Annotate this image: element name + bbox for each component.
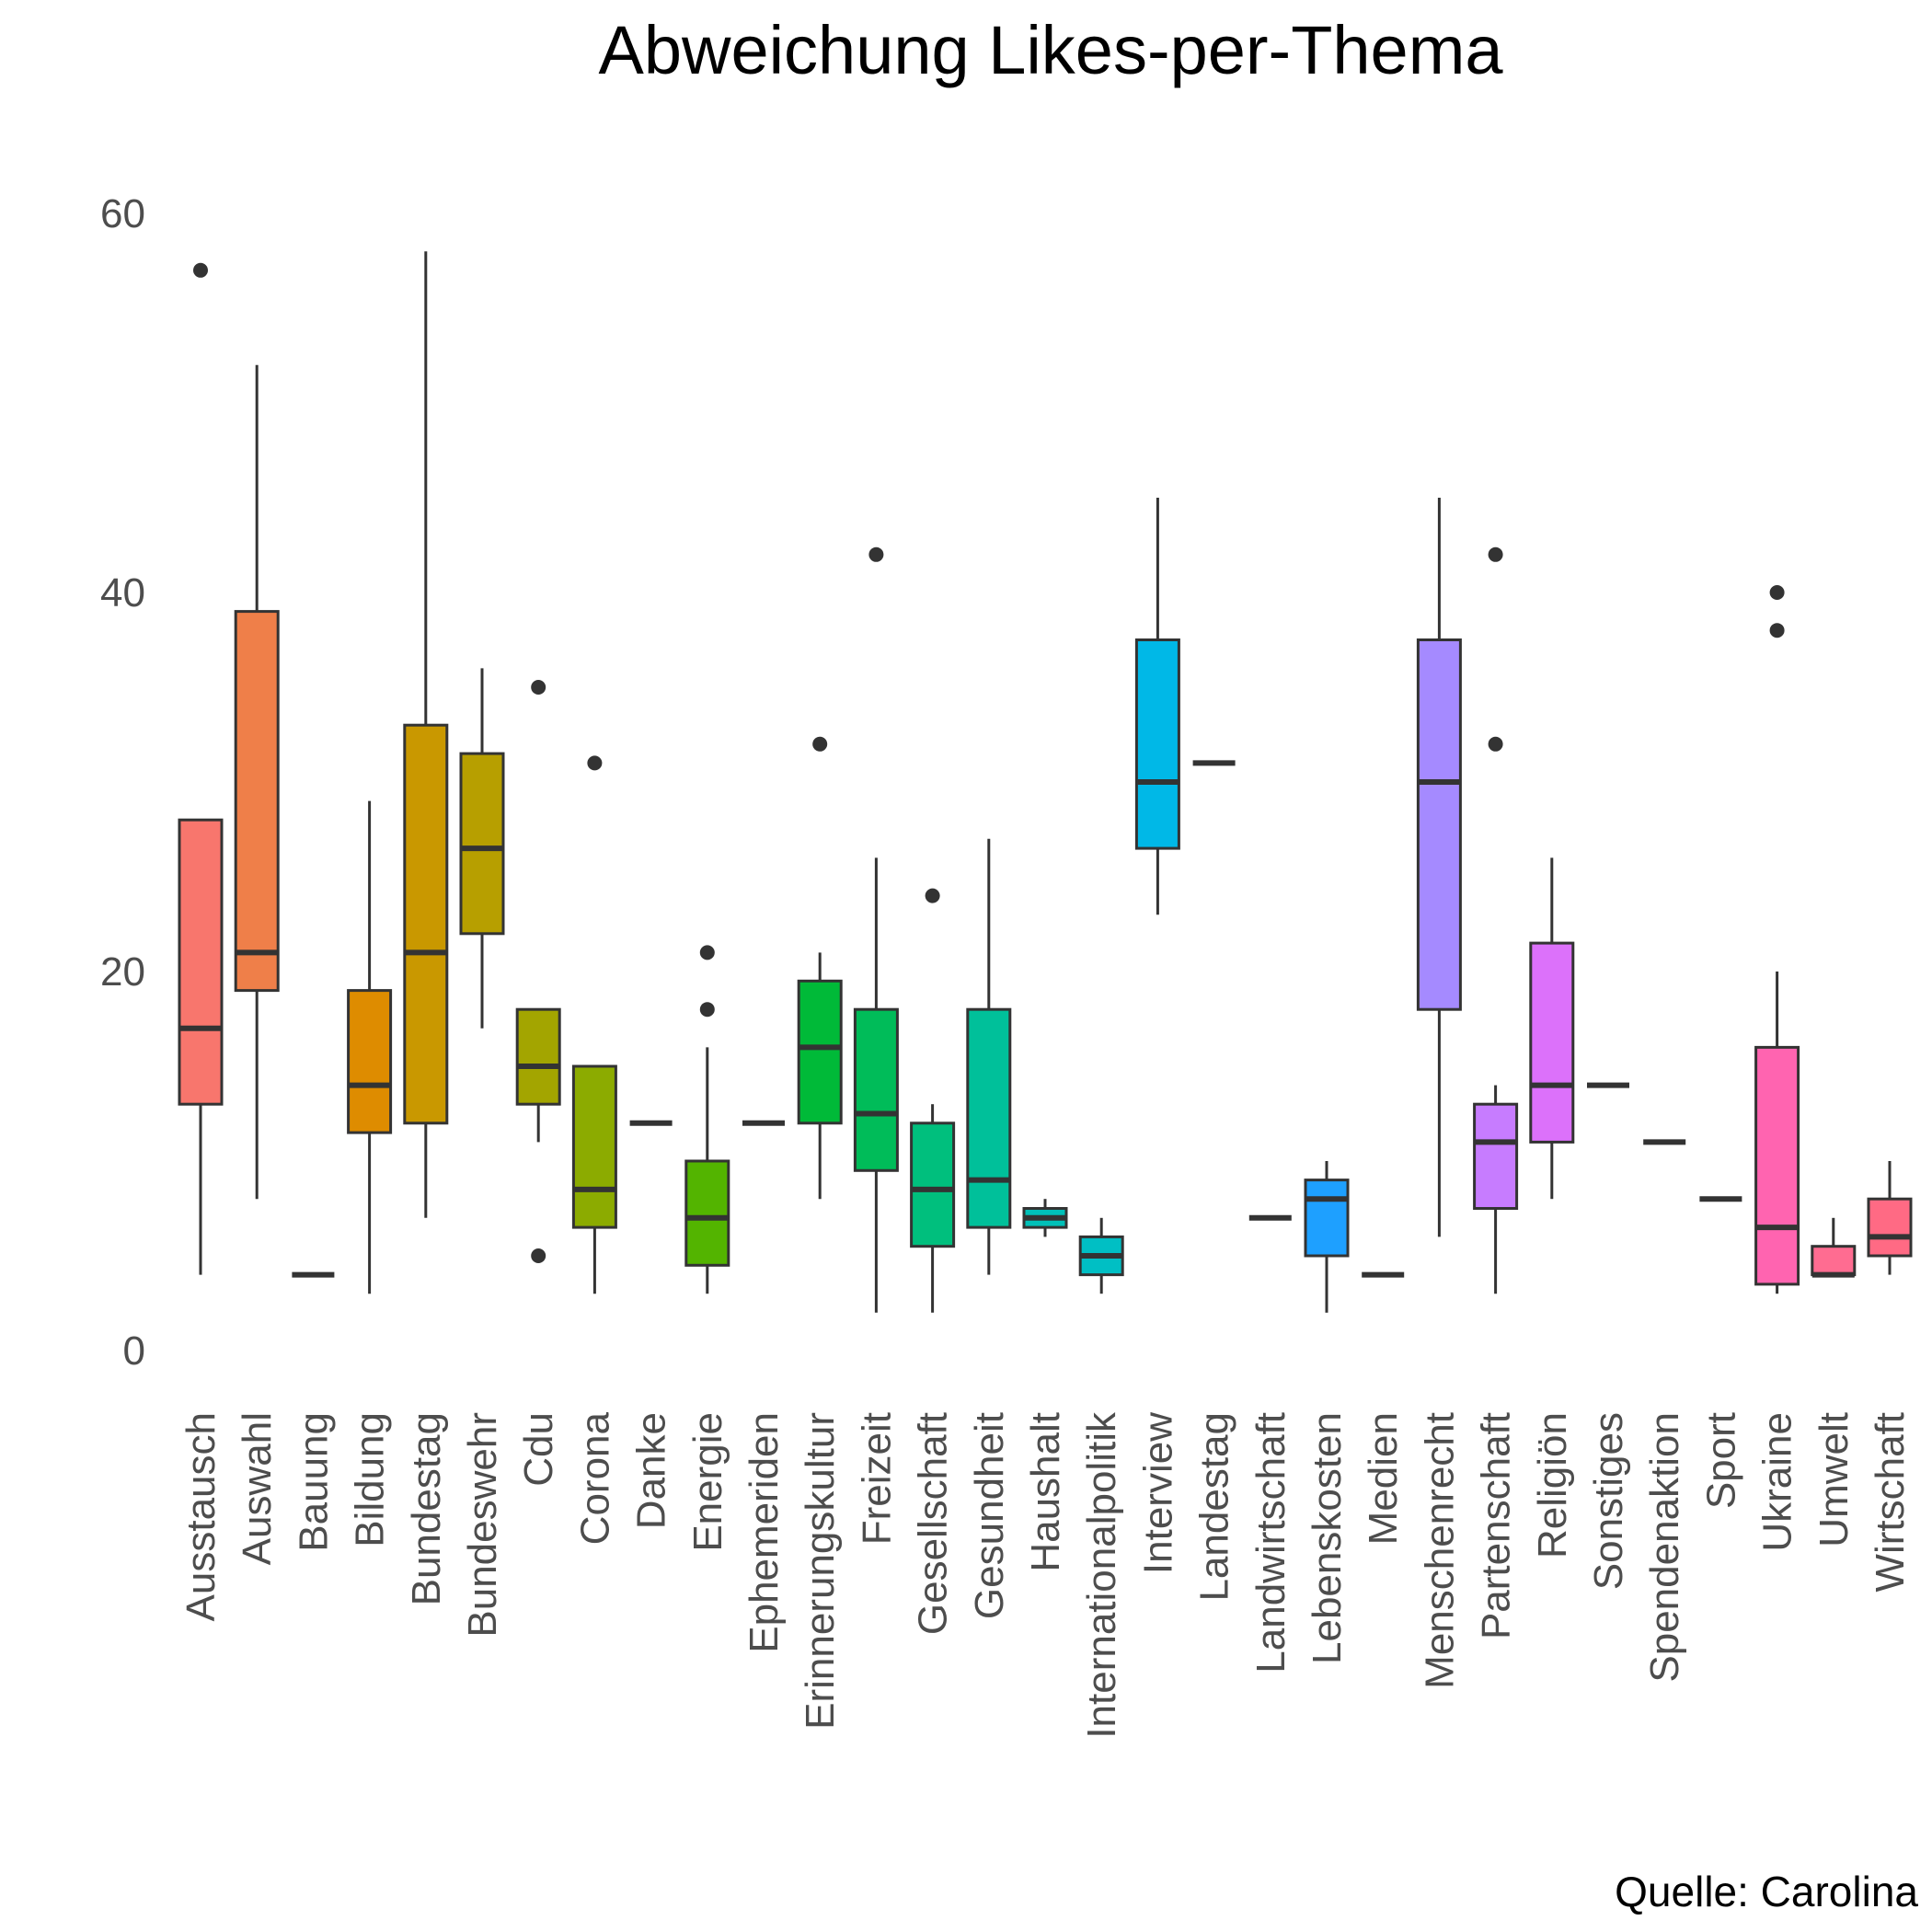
box-body xyxy=(515,1007,561,1106)
x-tick-label: Erinnerungskultur xyxy=(798,1412,843,1730)
x-tick-label: Wirtschaft xyxy=(1868,1412,1913,1593)
box-bildung xyxy=(347,800,393,1294)
box-ausstausch xyxy=(178,262,224,1275)
x-tick-label: Bundestag xyxy=(404,1412,449,1605)
box-ukraine xyxy=(1754,585,1800,1294)
box-body xyxy=(1867,1197,1913,1258)
x-tick-label: Ausstausch xyxy=(178,1412,224,1621)
x-tick-label: Interview xyxy=(1135,1412,1180,1574)
box-body xyxy=(966,1007,1012,1229)
box-bundestag xyxy=(403,251,449,1218)
box-body xyxy=(178,818,224,1106)
x-tick-label: Auswahl xyxy=(235,1412,280,1565)
chart-title: Abweichung Likes-per-Thema xyxy=(598,12,1503,88)
x-tick-label: Gesellschaft xyxy=(911,1412,956,1635)
outlier-point xyxy=(699,1002,715,1018)
box-body xyxy=(910,1121,956,1248)
y-tick-label: 20 xyxy=(100,949,145,995)
box-menschenrecht xyxy=(1416,498,1462,1237)
x-tick-label: Bundeswehr xyxy=(460,1412,505,1638)
x-tick-label: Cdu xyxy=(516,1412,561,1487)
x-tick-label: Energie xyxy=(685,1412,730,1552)
box-body xyxy=(459,752,505,936)
box-body xyxy=(853,1007,899,1172)
outlier-point xyxy=(1488,736,1503,752)
box-bundeswehr xyxy=(459,668,505,1029)
box-auswahl xyxy=(234,364,280,1200)
outlier-point xyxy=(1488,546,1503,562)
x-tick-label: Lebenskosten xyxy=(1305,1412,1350,1664)
box-interview xyxy=(1134,498,1180,915)
outlier-point xyxy=(587,755,603,771)
outlier-point xyxy=(812,736,828,752)
outlier-point xyxy=(868,546,884,562)
box-lebenskosten xyxy=(1304,1161,1350,1313)
x-tick-label: Spendenaktion xyxy=(1642,1412,1687,1683)
x-tick-label: Corona xyxy=(572,1411,617,1545)
x-tick-label: Partenschaft xyxy=(1474,1412,1519,1639)
x-tick-label: Ephemeriden xyxy=(742,1412,787,1653)
y-tick-label: 40 xyxy=(100,570,145,615)
box-body xyxy=(1811,1245,1857,1277)
x-tick-label: Gesundheit xyxy=(967,1412,1012,1619)
x-tick-label: Landwirtschaft xyxy=(1248,1412,1294,1673)
box-gesundheit xyxy=(966,838,1012,1275)
box-religion xyxy=(1529,857,1575,1200)
outlier-point xyxy=(1769,585,1785,600)
box-wirtschaft xyxy=(1867,1161,1913,1275)
box-body xyxy=(234,610,280,993)
box-corona xyxy=(571,755,617,1294)
x-tick-label: Bauung xyxy=(291,1412,336,1552)
x-tick-label: Religiön xyxy=(1530,1412,1575,1558)
box-internationalpolitik xyxy=(1078,1217,1124,1294)
x-axis: Ausstausch Auswahl Bauung Bildung Bundestag B… xyxy=(178,1411,1913,1739)
box-body xyxy=(1304,1179,1350,1258)
box-body xyxy=(1473,1102,1519,1210)
box-freizeit xyxy=(853,546,899,1313)
outlier-point xyxy=(531,1248,546,1263)
box-body xyxy=(403,723,449,1125)
x-tick-label: Danke xyxy=(629,1412,674,1529)
outlier-point xyxy=(925,888,940,903)
box-gesellschaft xyxy=(910,888,956,1313)
outlier-point xyxy=(531,680,546,695)
y-axis: 0 20 40 60 xyxy=(100,191,145,1374)
x-tick-label: Freizeit xyxy=(854,1412,899,1545)
x-tick-label: Umwelt xyxy=(1811,1412,1857,1547)
box-partenschaft xyxy=(1473,546,1519,1294)
x-tick-label: Sport xyxy=(1698,1412,1743,1509)
x-tick-label: Bildung xyxy=(348,1412,393,1547)
box-cdu xyxy=(515,680,561,1263)
box-body xyxy=(347,989,393,1134)
outlier-point xyxy=(1769,623,1785,638)
box-haushalt xyxy=(1022,1199,1068,1237)
y-tick-label: 0 xyxy=(123,1328,145,1374)
box-umwelt xyxy=(1811,1217,1857,1278)
plot-area xyxy=(178,251,1913,1313)
box-body xyxy=(1754,1045,1800,1286)
box-body xyxy=(684,1159,730,1267)
box-body xyxy=(571,1064,617,1229)
box-erinnerungskultur xyxy=(797,736,843,1200)
x-tick-label: Landestag xyxy=(1192,1412,1237,1602)
y-tick-label: 60 xyxy=(100,191,145,236)
outlier-point xyxy=(193,262,208,278)
x-tick-label: Ukraine xyxy=(1755,1412,1800,1552)
x-tick-label: Sonstiges xyxy=(1586,1412,1631,1590)
box-body xyxy=(1416,638,1462,1011)
outlier-point xyxy=(699,945,715,960)
box-body xyxy=(1134,638,1180,850)
x-tick-label: Medien xyxy=(1361,1412,1406,1545)
chart-caption: Quelle: Carolina xyxy=(1615,1868,1918,1915)
box-energie xyxy=(684,945,730,1294)
x-tick-label: Menschenrecht xyxy=(1417,1412,1462,1689)
box-body xyxy=(1529,941,1575,1144)
x-tick-label: Internationalpolitik xyxy=(1079,1411,1124,1739)
box-body xyxy=(797,979,843,1125)
x-tick-label: Haushalt xyxy=(1023,1412,1068,1572)
